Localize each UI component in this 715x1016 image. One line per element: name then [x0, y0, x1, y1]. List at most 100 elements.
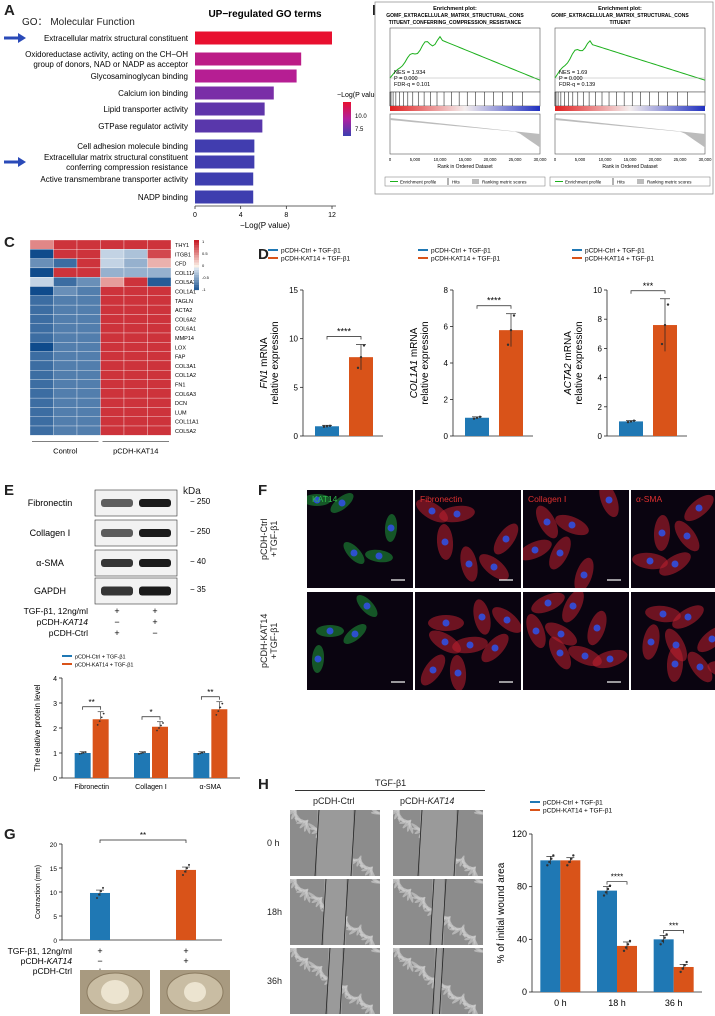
h-point — [604, 891, 608, 894]
d2-ylabel-gene: COL1A1 — [409, 360, 420, 398]
h-wound-image — [290, 810, 380, 876]
f-micrograph-art — [416, 499, 519, 582]
h-wound-art — [290, 810, 380, 876]
h-point — [552, 854, 555, 857]
h-point — [568, 860, 571, 864]
d1-ylabel: FN1 mRNArelative expression — [259, 321, 281, 404]
c-heat-cell — [53, 397, 78, 408]
f-immunofluorescence: pCDH-Ctrl +TGF-β1 KAT14 Fibronectin Collage… — [255, 490, 715, 690]
f-micrograph-art — [420, 599, 521, 690]
c-heat-cell — [76, 295, 101, 306]
c-heat-cell — [147, 277, 172, 287]
g-point — [100, 890, 102, 893]
e-kda-value: − 250 — [190, 527, 211, 536]
e-sig-bracket — [141, 716, 161, 720]
c-heat-cell — [147, 370, 172, 380]
h-point — [683, 964, 686, 967]
h-wound-image — [290, 948, 380, 1014]
d3-legend-label: pCDH-Ctrl + TGF-β1 — [585, 248, 645, 255]
b-x-axis-label: Rank in Ordered Dataset — [437, 164, 493, 170]
c-heat-cell — [29, 295, 54, 306]
chart-a-category-label: Extracellular matrix structural constitu… — [44, 34, 189, 43]
e-x-tick-label: Collagen Ⅰ — [135, 784, 167, 791]
d1-point — [362, 344, 366, 347]
c-heat-cell — [29, 370, 54, 380]
c-scale-cell — [194, 270, 199, 273]
c-heat-cell — [53, 407, 78, 417]
e-y-tick-label: 3 — [53, 701, 57, 708]
b-x-tick: 0 — [389, 157, 392, 162]
c-heat-cell — [76, 258, 101, 269]
c-heat-cell — [29, 258, 54, 269]
h-legend-label: pCDH-Ctrl + TGF-β1 — [543, 800, 603, 807]
d3-point — [660, 342, 664, 346]
chart-a-bar — [195, 155, 255, 169]
h-point — [602, 894, 606, 897]
h-point — [608, 884, 612, 887]
e-bar — [74, 753, 91, 778]
e-x-tick-label: α-SMA — [200, 784, 222, 791]
chart-a-legend-tick: 10.0 — [355, 114, 367, 120]
c-heat-cell — [76, 388, 101, 399]
c-heat-cell — [100, 379, 125, 389]
c-heat-cell — [147, 239, 172, 250]
b-plot-subtitle: GOMF_EXTRACELLULAR_MATRIX_STRUCTURAL_CON… — [551, 13, 689, 19]
c-gene-label: FAP — [175, 355, 186, 361]
e-blot-label: Collagen Ⅰ — [30, 528, 71, 538]
b-metric-box — [389, 113, 541, 155]
e-y-tick-label: 2 — [53, 726, 57, 733]
h-point — [661, 939, 664, 943]
chart-a-title: UP−regulated GO terms — [208, 9, 322, 20]
d2-ylabel: COL1A1 mRNArelative expression — [409, 321, 431, 404]
b-stat: P = 0.000 — [394, 76, 418, 82]
f-column-label: Fibronectin — [420, 494, 463, 504]
e-condition-label: pCDH-KAT14 — [37, 617, 89, 627]
h-point — [685, 960, 688, 964]
c-heat-cell — [53, 295, 78, 306]
c-heat-cell — [53, 342, 78, 352]
b-x-tick: 25,000 — [674, 157, 687, 162]
panel-letter-d: D — [258, 246, 269, 263]
c-heat-cell — [76, 407, 101, 417]
c-gene-label: THY1 — [175, 243, 189, 249]
b-plot-subtitle: GOMF_EXTRACELLULAR_MATRIX_STRUCTURAL_CON… — [386, 13, 524, 19]
d1-y-tick-label: 15 — [289, 286, 298, 295]
g-bar — [90, 892, 110, 940]
c-heat-cell — [123, 239, 148, 250]
f-micrograph: KAT14 — [307, 490, 413, 588]
h-sig-bracket — [606, 881, 628, 885]
f-micrograph — [631, 592, 715, 690]
b-legend-swatch — [637, 179, 644, 184]
e-point — [82, 751, 85, 754]
b-x-tick: 10,000 — [434, 157, 447, 162]
g-y-tick-label: 5 — [53, 914, 57, 921]
e-band — [101, 559, 133, 567]
c-heat-cell — [147, 304, 172, 315]
b-x-tick: 30,000 — [534, 157, 547, 162]
c-gene-label: COL6A3 — [175, 392, 196, 398]
h-wound-image — [290, 879, 380, 945]
chart-a-category-label: NADP binding — [138, 193, 188, 202]
e-western-blot: Fibronectin − 250 Collagen Ⅰ − 250 α-SMA − 40… — [24, 489, 211, 638]
e-blot-label: GAPDH — [34, 586, 66, 596]
c-gene-label: COL11A2 — [175, 271, 199, 277]
chart-a-legend-tick: 7.5 — [355, 127, 364, 133]
d2-y-tick-label: 2 — [444, 396, 449, 405]
g-condition-value: − — [97, 956, 102, 966]
h-y-tick-label: 80 — [517, 882, 527, 892]
g-condition-value: + — [183, 956, 188, 966]
chart-a-bar — [195, 52, 302, 66]
c-heat-cell — [29, 388, 54, 399]
h-y-tick-label: 0 — [522, 987, 527, 997]
c-heat-cell — [76, 425, 101, 436]
b-stat: P = 0.000 — [559, 76, 583, 82]
panel-letter-h: H — [258, 776, 269, 793]
b-x-tick: 0 — [554, 157, 557, 162]
g-condition-label: pCDH-KAT14 — [21, 956, 73, 966]
h-bar — [617, 945, 637, 992]
c-gene-label: TAGLN — [175, 299, 193, 305]
g-condition-label: TGF-β1, 12ng/ml — [8, 946, 73, 956]
c-group-label: Control — [53, 446, 78, 455]
c-heat-cell — [100, 397, 125, 408]
chart-a-go-terms: UP−regulated GO terms Extracellular matri… — [4, 9, 380, 230]
